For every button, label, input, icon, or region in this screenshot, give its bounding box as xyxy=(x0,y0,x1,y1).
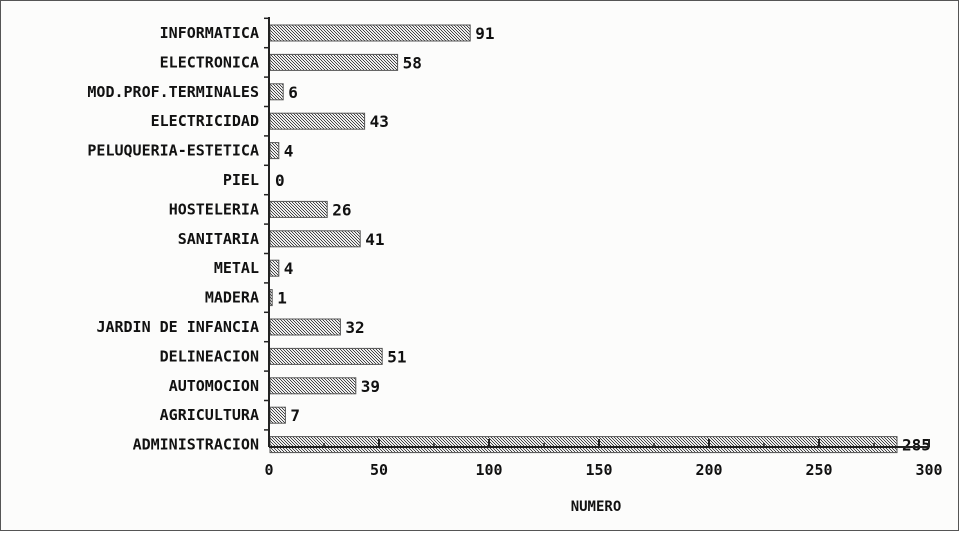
bar-14 xyxy=(269,436,898,454)
value-label-3: 43 xyxy=(370,112,389,131)
category-label-5: PIEL xyxy=(223,171,259,189)
bar-6 xyxy=(269,200,328,218)
value-label-5: 0 xyxy=(275,171,285,190)
x-axis-title: NUMERO xyxy=(571,499,622,515)
category-label-9: MADERA xyxy=(205,289,259,307)
axis-layer: 0 50 100 150 200 250 300 xyxy=(264,17,943,479)
category-label-14: ADMINISTRACION xyxy=(133,436,259,454)
value-label-4: 4 xyxy=(284,142,294,161)
category-label-0: INFORMATICA xyxy=(160,24,259,42)
x-tick-label: 0 xyxy=(264,461,273,479)
value-label-12: 39 xyxy=(361,377,380,396)
value-label-7: 41 xyxy=(365,230,384,249)
category-label-8: METAL xyxy=(214,259,259,277)
bar-7 xyxy=(269,230,361,248)
value-label-2: 6 xyxy=(288,83,298,102)
category-label-11: DELINEACION xyxy=(160,347,259,365)
category-label-2: MOD.PROF.TERMINALES xyxy=(87,83,259,101)
category-label-6: HOSTELERIA xyxy=(169,200,259,218)
x-tick-label: 300 xyxy=(915,461,942,479)
bar-13 xyxy=(269,406,286,424)
bar-3 xyxy=(269,112,366,130)
bar-1 xyxy=(269,53,399,71)
bar-8 xyxy=(269,259,280,277)
value-label-11: 51 xyxy=(387,347,406,366)
category-label-12: AUTOMOCION xyxy=(169,377,259,395)
bar-10 xyxy=(269,318,341,336)
bar-0 xyxy=(269,24,471,42)
value-label-14: 285 xyxy=(902,436,931,455)
x-tick-label: 100 xyxy=(475,461,502,479)
x-tick-label: 50 xyxy=(370,461,388,479)
value-label-9: 1 xyxy=(277,289,287,308)
bar-12 xyxy=(269,377,357,395)
category-label-4: PELUQUERIA-ESTETICA xyxy=(87,142,259,160)
category-label-7: SANITARIA xyxy=(178,230,259,248)
category-label-10: JARDIN DE INFANCIA xyxy=(96,318,259,336)
x-tick-label: 200 xyxy=(695,461,722,479)
bar-11 xyxy=(269,347,383,365)
category-label-3: ELECTRICIDAD xyxy=(151,112,259,130)
value-label-10: 32 xyxy=(345,318,364,337)
bar-2 xyxy=(269,83,284,101)
bar-9 xyxy=(269,289,273,307)
labels-layer: INFORMATICA 91 ELECTRONICA 58 MOD.PROF.TERMI… xyxy=(87,24,931,455)
value-label-0: 91 xyxy=(475,24,494,43)
value-label-13: 7 xyxy=(290,406,300,425)
x-tick-label: 250 xyxy=(805,461,832,479)
category-label-13: AGRICULTURA xyxy=(160,406,259,424)
x-tick-label: 150 xyxy=(585,461,612,479)
bars-layer xyxy=(269,24,898,454)
category-label-1: ELECTRONICA xyxy=(160,53,259,71)
value-label-1: 58 xyxy=(403,53,422,72)
bar-4 xyxy=(269,142,280,160)
value-label-6: 26 xyxy=(332,200,351,219)
value-label-8: 4 xyxy=(284,259,294,278)
